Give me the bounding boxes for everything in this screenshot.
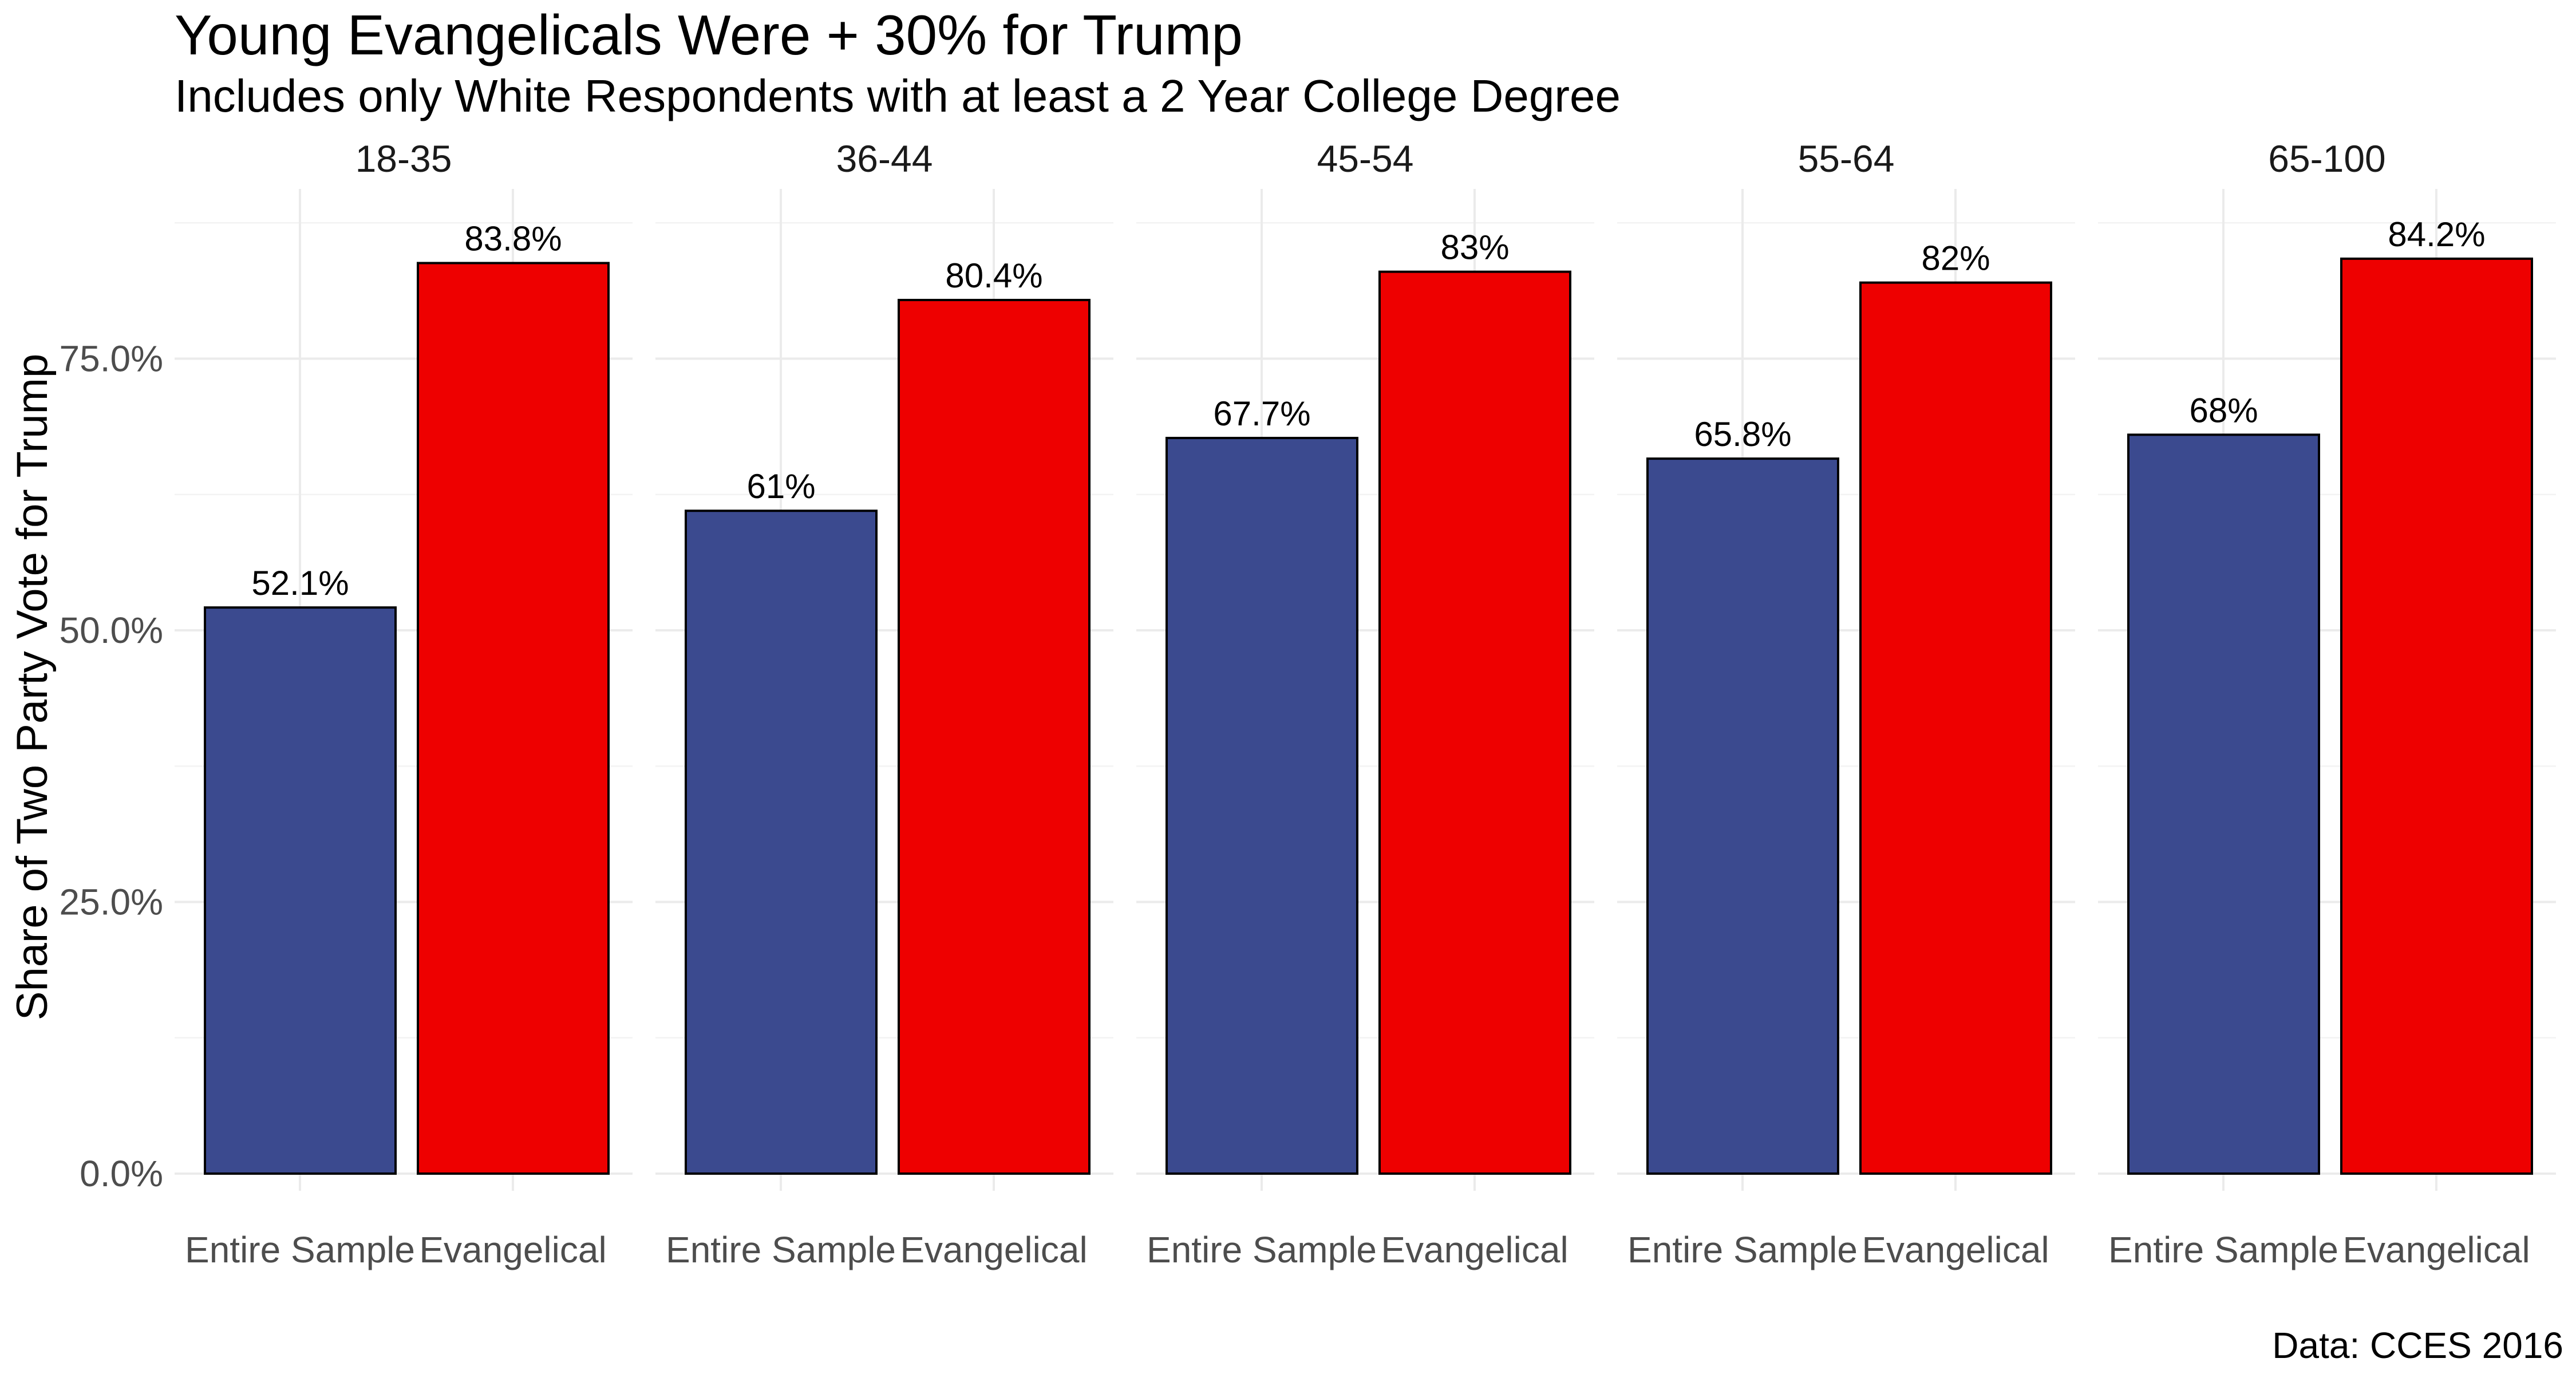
y-tick-label: 50.0%	[60, 610, 163, 651]
y-tick-label: 0.0%	[80, 1153, 163, 1194]
data-label: 67.7%	[1213, 394, 1310, 433]
x-tick-label: Evangelical	[1381, 1229, 1568, 1270]
bar	[1165, 437, 1358, 1175]
data-label: 52.1%	[251, 564, 349, 602]
facet-label: 65-100	[2268, 137, 2386, 180]
x-tick-label: Entire Sample	[666, 1229, 896, 1270]
facet-label: 18-35	[355, 137, 452, 180]
x-tick-label: Evangelical	[419, 1229, 606, 1270]
bar	[2340, 257, 2533, 1175]
bar	[1646, 457, 1839, 1175]
data-label: 65.8%	[1694, 415, 1791, 453]
data-label: 82%	[1921, 239, 1990, 278]
facet-panel: 55-64 65.8% 82% Entire Sample Evangelical	[1617, 137, 2075, 1270]
y-axis: 0.0% 25.0% 50.0% 75.0%	[60, 338, 163, 1195]
data-label: 83.8%	[464, 219, 562, 258]
bar	[1859, 281, 2052, 1175]
facet-label: 36-44	[836, 137, 933, 180]
y-tick-label: 75.0%	[60, 338, 163, 380]
bar	[685, 510, 878, 1175]
chart-subtitle: Includes only White Respondents with at …	[175, 70, 1621, 121]
x-tick-label: Entire Sample	[2108, 1229, 2338, 1270]
bar	[2127, 433, 2320, 1175]
data-label: 68%	[2189, 391, 2258, 429]
bar	[898, 299, 1091, 1175]
y-axis-label: Share of Two Party Vote for Trump	[8, 354, 57, 1021]
y-tick-label: 25.0%	[60, 882, 163, 923]
x-tick-label: Entire Sample	[1147, 1229, 1377, 1270]
data-label: 83%	[1440, 228, 1509, 267]
x-tick-label: Entire Sample	[1627, 1229, 1858, 1270]
x-tick-label: Entire Sample	[185, 1229, 415, 1270]
bar	[204, 606, 397, 1175]
data-label: 61%	[746, 467, 815, 506]
data-label: 80.4%	[945, 256, 1042, 295]
facet-panel: 36-44 61% 80.4% Entire Sample Evangelical	[655, 137, 1113, 1270]
x-tick-label: Evangelical	[1862, 1229, 2049, 1270]
facet-panel: 18-35 52.1% 83.8% Entire Sample Evangelical	[175, 137, 633, 1270]
chart-title: Young Evangelicals Were + 30% for Trump	[175, 3, 1243, 66]
x-tick-label: Evangelical	[2342, 1229, 2530, 1270]
facet-label: 55-64	[1798, 137, 1895, 180]
bar	[1378, 270, 1571, 1175]
bar	[417, 262, 610, 1175]
x-tick-label: Evangelical	[900, 1229, 1087, 1270]
facet-label: 45-54	[1317, 137, 1414, 180]
facet-panel: 45-54 67.7% 83% Entire Sample Evangelical	[1136, 137, 1594, 1270]
data-label: 84.2%	[2388, 215, 2485, 254]
facet-panel: 65-100 68% 84.2% Entire Sample Evangelical	[2098, 137, 2556, 1270]
chart-caption: Data: CCES 2016	[2272, 1325, 2563, 1366]
